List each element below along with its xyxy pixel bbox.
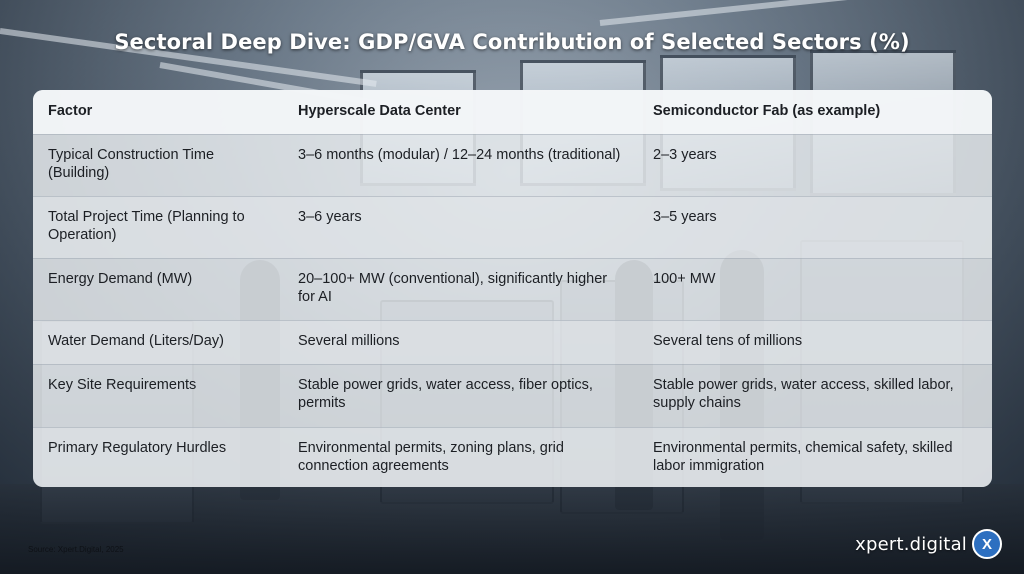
table-cell-data-center: 3–6 months (modular) / 12–24 months (tra… [298,146,621,163]
table-cell-semiconductor: Several tens of millions [653,332,803,349]
table-cell-factor: Primary Regulatory Hurdles [48,439,227,456]
header-factor: Factor [33,90,283,134]
table-row: Water Demand (Liters/Day) Several millio… [33,320,992,364]
table-cell-semiconductor: 2–3 years [653,146,717,163]
table-cell-data-center: 3–6 years [298,208,362,225]
comparison-table: Factor Hyperscale Data Center Semiconduc… [33,90,992,487]
table-cell-data-center: Stable power grids, water access, fiber … [298,376,593,411]
page-title: Sectoral Deep Dive: GDP/GVA Contribution… [114,30,910,54]
table-cell-factor: Total Project Time (Planning to Operatio… [48,208,245,243]
table-cell-factor: Typical Construction Time (Building) [48,146,215,181]
table-cell-data-center: 20–100+ MW (conventional), significantly… [298,270,608,305]
table-cell-semiconductor: 3–5 years [653,208,717,225]
header-hyperscale-data-center: Hyperscale Data Center [283,90,638,134]
table-cell-factor: Key Site Requirements [48,376,197,393]
source-note: Source: Xpert.Digital, 2025 [28,545,124,554]
table-cell-semiconductor: Stable power grids, water access, skille… [653,376,954,411]
brand-logo-link[interactable]: xpert.digital X [855,529,1002,559]
table-row: Total Project Time (Planning to Operatio… [33,196,992,258]
table-cell-semiconductor: 100+ MW [653,270,716,287]
table-cell-data-center: Environmental permits, zoning plans, gri… [298,439,564,474]
ceiling-beam [599,0,1019,26]
table-cell-data-center: Several millions [298,332,400,349]
background-floor [0,484,1024,574]
table-header-row: Factor Hyperscale Data Center Semiconduc… [33,90,992,134]
comparison-table-card: Factor Hyperscale Data Center Semiconduc… [33,90,992,487]
table-cell-factor: Energy Demand (MW) [48,270,193,287]
table-row: Key Site Requirements Stable power grids… [33,364,992,427]
table-row: Energy Demand (MW) 20–100+ MW (conventio… [33,258,992,320]
table-cell-factor: Water Demand (Liters/Day) [48,332,224,349]
header-semiconductor-fab: Semiconductor Fab (as example) [638,90,992,134]
brand-name: xpert.digital [855,533,967,555]
table-row: Typical Construction Time (Building) 3–6… [33,134,992,196]
table-row: Primary Regulatory Hurdles Environmental… [33,427,992,487]
x-logo-icon: X [972,529,1002,559]
table-cell-semiconductor: Environmental permits, chemical safety, … [653,439,953,474]
